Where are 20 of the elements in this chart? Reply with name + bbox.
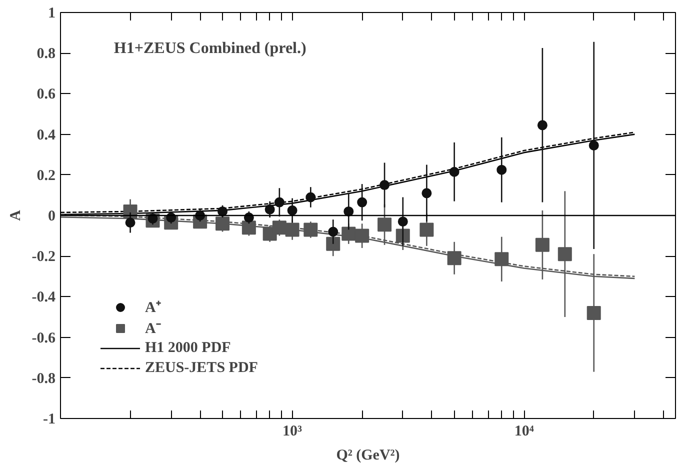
- annotation: H1+ZEUS Combined (prel.): [114, 40, 306, 58]
- y-tick-label: 0.2: [36, 168, 56, 184]
- y-tick-label: -0.2: [32, 249, 56, 266]
- x-tick-label: 10³: [282, 424, 303, 440]
- legend-label: A⁻: [145, 320, 162, 338]
- y-tick-label: 0: [48, 208, 56, 224]
- y-tick-label: 0.6: [36, 86, 56, 103]
- y-axis-title: A: [8, 210, 24, 221]
- legend-label: A⁺: [145, 299, 162, 317]
- legend-label: ZEUS-JETS PDF: [145, 360, 258, 376]
- x-tick-label: 10⁴: [514, 424, 534, 440]
- legend-label: H1 2000 PDF: [145, 340, 231, 356]
- y-tick-label: 0.8: [36, 46, 56, 62]
- y-tick-label: -0.4: [32, 290, 56, 306]
- y-tick-label: -1: [43, 412, 56, 428]
- y-tick-label: -0.8: [32, 370, 56, 387]
- x-axis-title: Q² (GeV²): [336, 448, 400, 464]
- y-tick-label: 1: [48, 6, 56, 22]
- y-tick-label: 0.4: [36, 127, 56, 144]
- y-tick-label: -0.6: [32, 330, 56, 346]
